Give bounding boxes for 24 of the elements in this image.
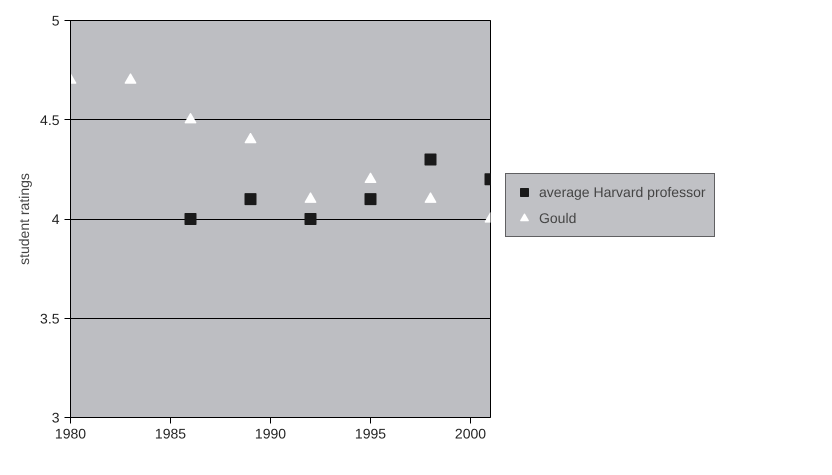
y-tick-label: 4.5 <box>40 112 60 128</box>
point <box>184 112 196 124</box>
x-tick-label: 2000 <box>454 426 486 442</box>
point <box>424 153 436 166</box>
x-tick-label: 1995 <box>354 426 386 442</box>
y-tick-label: 5 <box>52 12 60 28</box>
y-tick-label: 3.5 <box>40 310 60 326</box>
point <box>424 192 436 203</box>
legend-label: average Harvard professor <box>539 184 706 200</box>
point <box>364 172 376 183</box>
y-tick-label: 4 <box>52 211 60 227</box>
point <box>304 192 316 203</box>
point <box>304 213 316 225</box>
x-tick-label: 1985 <box>154 426 186 442</box>
point <box>184 213 196 225</box>
point <box>244 193 256 206</box>
y-axis-title: student ratings <box>16 173 32 265</box>
point <box>364 193 376 206</box>
point <box>124 73 136 84</box>
point <box>244 132 256 144</box>
x-tick-label: 1980 <box>54 426 86 442</box>
y-tick-label: 3 <box>52 410 60 426</box>
legend-label: Gould <box>539 210 576 226</box>
x-tick-label: 1990 <box>254 426 286 442</box>
